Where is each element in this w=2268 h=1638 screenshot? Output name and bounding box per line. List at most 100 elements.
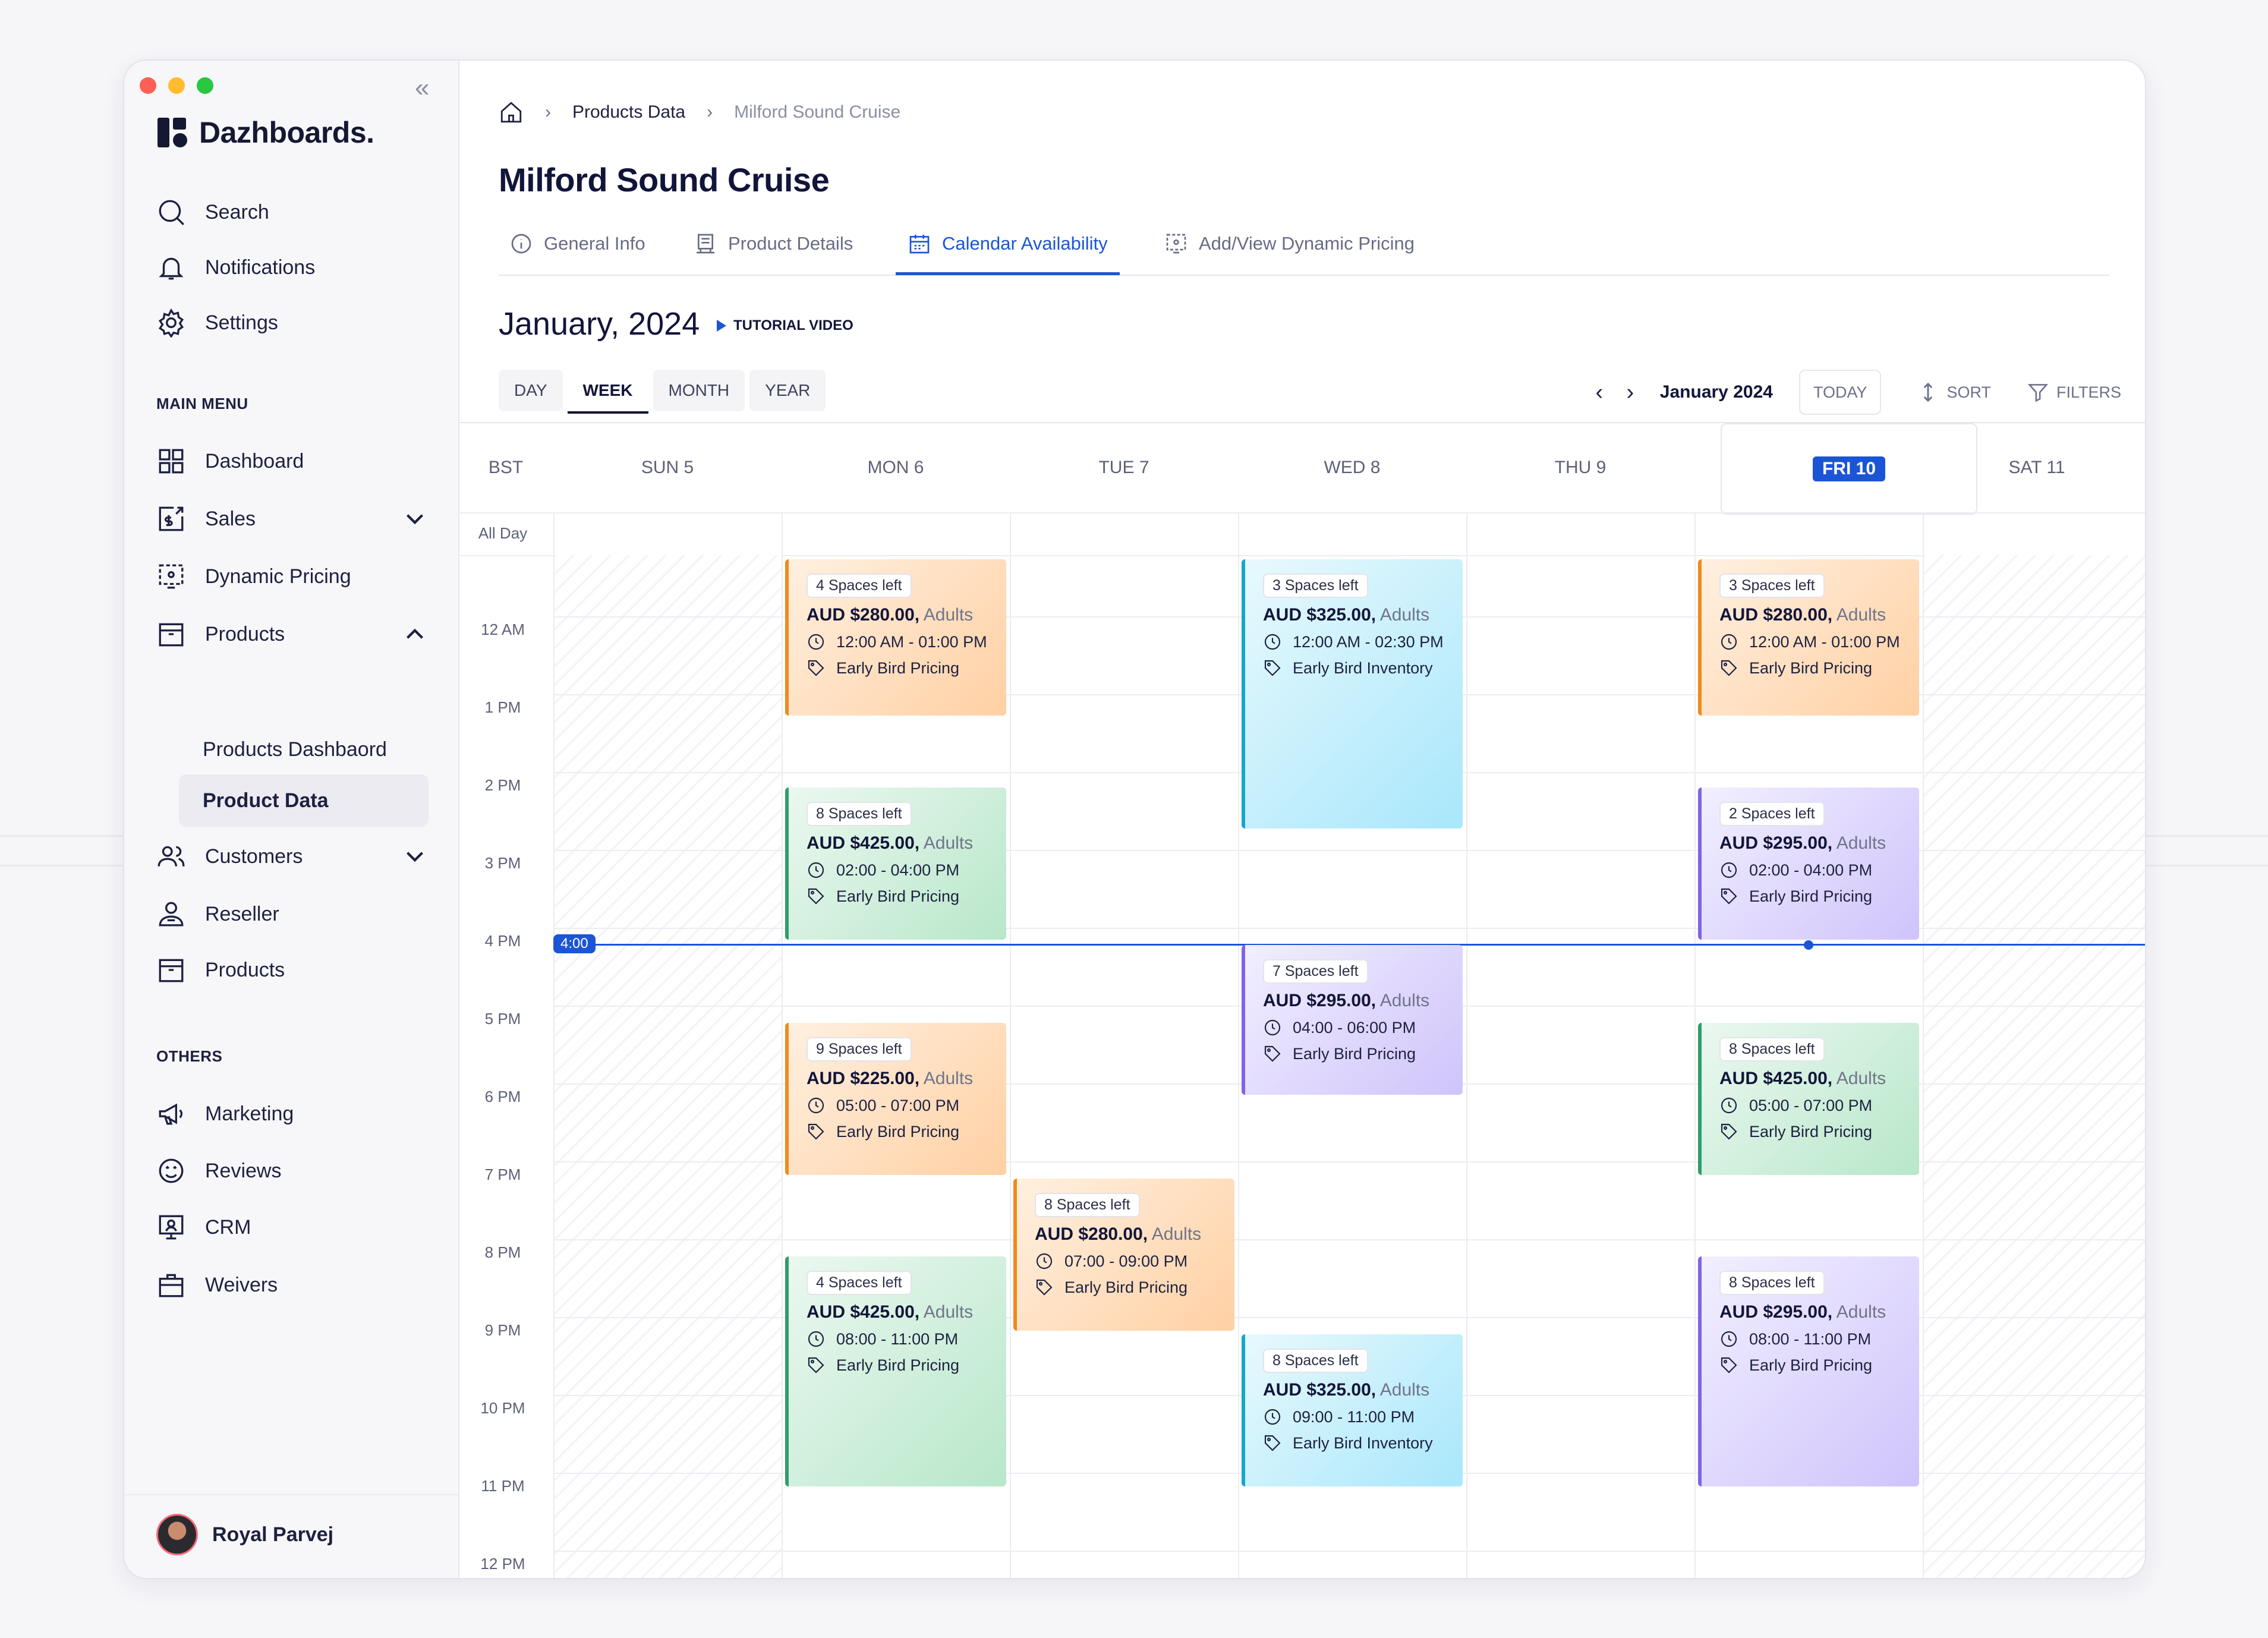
clock-icon bbox=[1719, 1096, 1738, 1115]
sidebar-item-notifications[interactable]: Notifications bbox=[156, 250, 430, 285]
today-button[interactable]: TODAY bbox=[1798, 370, 1882, 415]
sidebar-item-label: Sales bbox=[205, 507, 256, 530]
tutorial-video-link[interactable]: TUTORIAL VIDEO bbox=[717, 317, 853, 334]
event-price: AUD $325.00, Adults bbox=[1263, 1380, 1463, 1400]
clock-icon bbox=[807, 861, 826, 880]
spaces-left-badge: 4 Spaces left bbox=[807, 1271, 912, 1295]
day-header[interactable]: FRI 10 bbox=[1721, 423, 1977, 515]
sidebar-item-label: Reviews bbox=[205, 1159, 282, 1182]
event-price: AUD $280.00, Adults bbox=[1719, 605, 1919, 625]
day-header[interactable]: THU 9 bbox=[1466, 423, 1694, 512]
window-controls bbox=[140, 77, 213, 94]
sidebar-item-label: Customers bbox=[205, 845, 303, 868]
sidebar-item-reseller[interactable]: Reseller bbox=[156, 896, 430, 932]
sidebar-item-dynamic-pricing[interactable]: Dynamic Pricing bbox=[156, 559, 430, 594]
tab-dynamic-pricing[interactable]: Add/View Dynamic Pricing bbox=[1164, 215, 1415, 272]
collapse-sidebar-icon[interactable]: « bbox=[415, 73, 430, 102]
sidebar-item-products[interactable]: Products bbox=[156, 616, 430, 652]
filters-button[interactable]: FILTERS bbox=[2027, 381, 2121, 404]
tab-product-details[interactable]: Product Details bbox=[694, 215, 853, 272]
chevron-right-icon[interactable]: › bbox=[1626, 379, 1634, 405]
event-tag-row: Early Bird Pricing bbox=[1719, 887, 1919, 906]
day-header[interactable]: WED 8 bbox=[1238, 423, 1466, 512]
event-card[interactable]: 7 Spaces left AUD $295.00, Adults 04:00 - … bbox=[1242, 945, 1463, 1095]
sidebar-item-label: Products bbox=[205, 622, 285, 645]
brand-name: Dazhboards. bbox=[199, 116, 374, 149]
spaces-left-badge: 4 Spaces left bbox=[807, 574, 912, 598]
month-title: January, 2024 bbox=[499, 306, 700, 342]
day-header[interactable]: SAT 11 bbox=[1923, 423, 2145, 512]
chevron-up-icon[interactable] bbox=[400, 619, 430, 649]
chevron-left-icon[interactable]: ‹ bbox=[1595, 379, 1604, 405]
view-week[interactable]: WEEK bbox=[567, 370, 648, 414]
event-card[interactable]: 2 Spaces left AUD $295.00, Adults 02:00 - … bbox=[1698, 788, 1919, 940]
sidebar-item-customers[interactable]: Customers bbox=[156, 839, 430, 874]
sort-button[interactable]: SORT bbox=[1917, 381, 1991, 404]
event-price: AUD $295.00, Adults bbox=[1263, 991, 1463, 1011]
event-card[interactable]: 8 Spaces left AUD $280.00, Adults 07:00 - … bbox=[1013, 1179, 1234, 1331]
tab-bar: General Info Product Details Calendar Av… bbox=[499, 215, 2109, 276]
event-card[interactable]: 8 Spaces left AUD $295.00, Adults 08:00 - … bbox=[1698, 1256, 1919, 1486]
spaces-left-badge: 8 Spaces left bbox=[807, 802, 912, 827]
day-header[interactable]: SUN 5 bbox=[553, 423, 782, 512]
sidebar-item-reviews[interactable]: Reviews bbox=[156, 1153, 430, 1189]
chevron-down-icon[interactable] bbox=[400, 842, 430, 871]
sidebar-subitem-products-dashboard[interactable]: Products Dashbaord bbox=[203, 738, 387, 761]
chevron-down-icon[interactable] bbox=[400, 504, 430, 534]
main-content: › Products Data › Milford Sound Cruise M… bbox=[458, 61, 2145, 1578]
event-card[interactable]: 4 Spaces left AUD $425.00, Adults 08:00 - … bbox=[785, 1256, 1006, 1486]
event-card[interactable]: 8 Spaces left AUD $425.00, Adults 02:00 - … bbox=[785, 788, 1006, 940]
price-audience: Adults bbox=[923, 1302, 974, 1322]
day-header[interactable]: MON 6 bbox=[782, 423, 1010, 512]
filters-label: FILTERS bbox=[2056, 383, 2121, 401]
sidebar-item-search[interactable]: Search bbox=[156, 194, 430, 230]
spaces-left-badge: 3 Spaces left bbox=[1263, 574, 1368, 598]
breadcrumb-current: Milford Sound Cruise bbox=[734, 102, 901, 122]
tab-calendar-availability[interactable]: Calendar Availability bbox=[896, 215, 1120, 275]
sidebar-item-crm[interactable]: CRM bbox=[156, 1209, 430, 1245]
tab-general-info[interactable]: General Info bbox=[509, 215, 645, 272]
sidebar-item-marketing[interactable]: Marketing bbox=[156, 1096, 430, 1132]
event-tag-row: Early Bird Pricing bbox=[1719, 659, 1919, 678]
event-card[interactable]: 9 Spaces left AUD $225.00, Adults 05:00 - … bbox=[785, 1023, 1006, 1175]
price-amount: AUD $295.00, bbox=[1719, 833, 1833, 853]
day-header[interactable]: TUE 7 bbox=[1010, 423, 1238, 512]
event-price: AUD $225.00, Adults bbox=[807, 1069, 1006, 1089]
price-audience: Adults bbox=[1379, 991, 1430, 1010]
home-icon[interactable] bbox=[499, 100, 524, 125]
event-card[interactable]: 3 Spaces left AUD $280.00, Adults 12:00 AM… bbox=[1698, 559, 1919, 716]
sidebar-item-sales[interactable]: Sales bbox=[156, 501, 430, 537]
sidebar-subitem-product-data[interactable]: Product Data bbox=[179, 774, 429, 827]
event-tag: Early Bird Pricing bbox=[836, 887, 960, 905]
view-day[interactable]: DAY bbox=[499, 370, 563, 411]
sidebar-item-settings[interactable]: Settings bbox=[156, 305, 430, 341]
grid-row-line bbox=[553, 1239, 2145, 1240]
sidebar-item-products-2[interactable]: Products bbox=[156, 952, 430, 988]
event-card[interactable]: 8 Spaces left AUD $425.00, Adults 05:00 - … bbox=[1698, 1023, 1919, 1175]
event-tag: Early Bird Pricing bbox=[1064, 1278, 1188, 1296]
close-window-button[interactable] bbox=[140, 77, 156, 94]
event-time-row: 02:00 - 04:00 PM bbox=[1719, 861, 1919, 880]
event-price: AUD $325.00, Adults bbox=[1263, 605, 1463, 625]
sidebar-item-dashboard[interactable]: Dashboard bbox=[156, 443, 430, 479]
brand-logo[interactable]: Dazhboards. bbox=[158, 115, 374, 150]
event-card[interactable]: 4 Spaces left AUD $280.00, Adults 12:00 AM… bbox=[785, 559, 1006, 716]
sidebar-item-weivers[interactable]: Weivers bbox=[156, 1267, 430, 1303]
tab-label: Calendar Availability bbox=[942, 233, 1108, 254]
event-card[interactable]: 3 Spaces left AUD $325.00, Adults 12:00 AM… bbox=[1242, 559, 1463, 829]
event-tag: Early Bird Pricing bbox=[1293, 1044, 1416, 1063]
page-title: Milford Sound Cruise bbox=[499, 161, 830, 199]
breadcrumb-products-data[interactable]: Products Data bbox=[572, 102, 686, 122]
event-card[interactable]: 8 Spaces left AUD $325.00, Adults 09:00 - … bbox=[1242, 1334, 1463, 1486]
pricing-icon bbox=[159, 564, 184, 589]
user-profile[interactable]: Royal Parvej bbox=[156, 1514, 333, 1555]
grid-row-line bbox=[553, 1161, 2145, 1163]
minimize-window-button[interactable] bbox=[168, 77, 185, 94]
clock-icon bbox=[1263, 632, 1282, 651]
view-year[interactable]: YEAR bbox=[749, 370, 826, 411]
hour-label: 6 PM bbox=[484, 1088, 521, 1105]
view-month[interactable]: MONTH bbox=[653, 370, 745, 411]
price-amount: AUD $425.00, bbox=[1719, 1069, 1833, 1088]
event-time: 08:00 - 11:00 PM bbox=[1749, 1330, 1872, 1348]
maximize-window-button[interactable] bbox=[197, 77, 213, 94]
